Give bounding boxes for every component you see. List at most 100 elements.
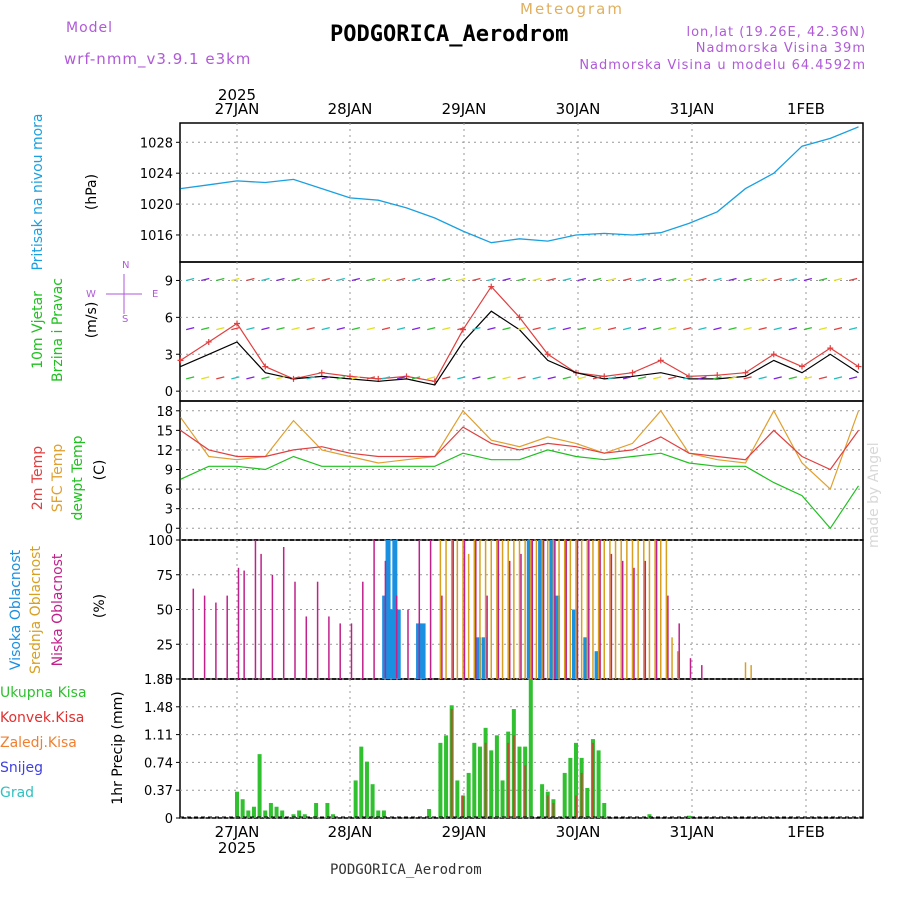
cloud-mid-title: Srednja Oblacnost	[28, 546, 44, 674]
rain-bar	[280, 810, 285, 818]
rain-bar	[257, 754, 262, 818]
xaxis-day-top: 30JAN	[556, 100, 601, 118]
wind-direction-arrow	[607, 327, 617, 331]
wind-direction-arrow	[683, 376, 692, 380]
cloud-high-bar	[385, 540, 391, 679]
gust-marker	[177, 357, 184, 364]
rain-bar	[291, 814, 296, 818]
wind-direction-arrow	[547, 277, 556, 282]
ytick-label: 0.37	[144, 784, 173, 799]
rain-bar	[596, 750, 601, 818]
rain-bar	[489, 750, 494, 818]
rain-bar	[444, 735, 449, 818]
wind-direction-arrow	[562, 277, 571, 282]
rain-bar	[240, 799, 245, 818]
t2m-title: 2m Temp	[30, 446, 46, 510]
ytick-label: 0	[165, 673, 173, 688]
rain-bar	[427, 808, 432, 818]
wind-direction-arrow	[427, 327, 436, 331]
wind-direction-arrow	[683, 277, 692, 282]
gust-marker	[318, 369, 325, 376]
compass-w: W	[86, 289, 96, 300]
ytick-label: 75	[156, 569, 173, 584]
wind-direction-arrow	[637, 327, 647, 331]
ytick-label: 1020	[140, 198, 173, 213]
convective-rain-bar	[580, 772, 583, 818]
cloud-unit: (%)	[92, 594, 108, 618]
wind-direction-arrow	[321, 376, 330, 380]
wind-direction-arrow	[261, 376, 270, 380]
wind-direction-arrow	[833, 327, 843, 331]
wind-direction-arrow	[396, 376, 406, 380]
wind-direction-arrow	[351, 327, 361, 331]
ytick-label: 0	[165, 385, 173, 400]
xaxis-day-top: 29JAN	[442, 100, 487, 118]
wind-direction-arrow	[848, 327, 858, 331]
gust-marker	[714, 372, 721, 379]
wind-direction-arrow	[396, 277, 406, 282]
wind-direction-arrow	[502, 327, 511, 331]
ytick-label: 9	[165, 464, 173, 479]
wind-direction-arrow	[201, 376, 210, 380]
compass-cross	[106, 274, 142, 314]
wind-direction-arrow	[321, 277, 330, 282]
rain-bar	[364, 761, 369, 818]
wind-direction-arrow	[698, 327, 707, 331]
ytick-label: 6	[165, 483, 173, 498]
wind-direction-arrow	[622, 277, 632, 282]
wind-direction-arrow	[592, 327, 602, 331]
wind-direction-arrow	[381, 376, 391, 380]
xaxis-day-bottom: 28JAN	[328, 823, 373, 841]
model-name: wrf-nmm_v3.9.1 e3km	[64, 50, 252, 68]
cloud-high-bar	[392, 540, 398, 679]
wind-direction-arrow	[216, 376, 225, 380]
rain-bar	[246, 810, 251, 818]
wind-direction-arrow	[442, 327, 451, 331]
wind-direction-arrow	[517, 277, 526, 282]
wind-direction-arrow	[728, 376, 737, 380]
rain-bar	[370, 784, 375, 818]
wind-direction-arrow	[848, 277, 858, 282]
wind-direction-arrow	[457, 376, 466, 380]
convective-rain-bar	[512, 735, 515, 818]
wind-direction-arrow	[713, 277, 722, 282]
wind-direction-arrow	[517, 327, 526, 331]
rain-bar	[528, 679, 533, 818]
model-elevation-label: Nadmorska Visina u modelu 64.4592m	[579, 58, 866, 73]
ytick-label: 25	[156, 638, 173, 653]
wind-direction-arrow	[185, 376, 195, 380]
ytick-label: 100	[148, 534, 173, 549]
ytick-label: 1016	[140, 229, 173, 244]
wind-direction-arrow	[743, 327, 752, 331]
wind-direction-arrow	[788, 277, 797, 282]
convective-rain-bar	[591, 742, 594, 818]
wind-direction-arrow	[577, 327, 587, 331]
convective-rain-bar	[552, 802, 555, 818]
wind-direction-arrow	[833, 277, 843, 282]
precip-legend-4: Grad	[0, 785, 34, 801]
rain-bar	[574, 742, 578, 818]
wind-direction-arrow	[532, 376, 541, 380]
wind-direction-arrow	[246, 376, 255, 380]
wind-direction-arrow	[487, 277, 496, 282]
wind-direction-arrow	[728, 327, 737, 331]
ytick-label: 12	[156, 444, 173, 459]
cloud-high-bar	[526, 540, 532, 679]
wind-direction-arrow	[577, 376, 587, 380]
wind-direction-arrow	[336, 327, 345, 331]
precip-legend-0: Ukupna Kisa	[0, 685, 87, 701]
wind-direction-arrow	[592, 277, 602, 282]
compass-s: S	[122, 314, 128, 325]
cloud-high-bar	[481, 637, 487, 679]
cloud-high-bar	[420, 623, 426, 679]
wind-direction-arrow	[668, 376, 677, 380]
ytick-label: 15	[156, 424, 173, 439]
rain-bar	[235, 791, 239, 818]
panel-frame-1	[179, 122, 864, 263]
precip-legend-1: Konvek.Kisa	[0, 710, 84, 726]
rain-bar	[500, 780, 505, 818]
wind-direction-arrow	[381, 277, 391, 282]
wind-direction-arrow	[592, 376, 602, 380]
wind-direction-arrow	[201, 327, 210, 331]
xaxis-day-top: 31JAN	[670, 100, 715, 118]
